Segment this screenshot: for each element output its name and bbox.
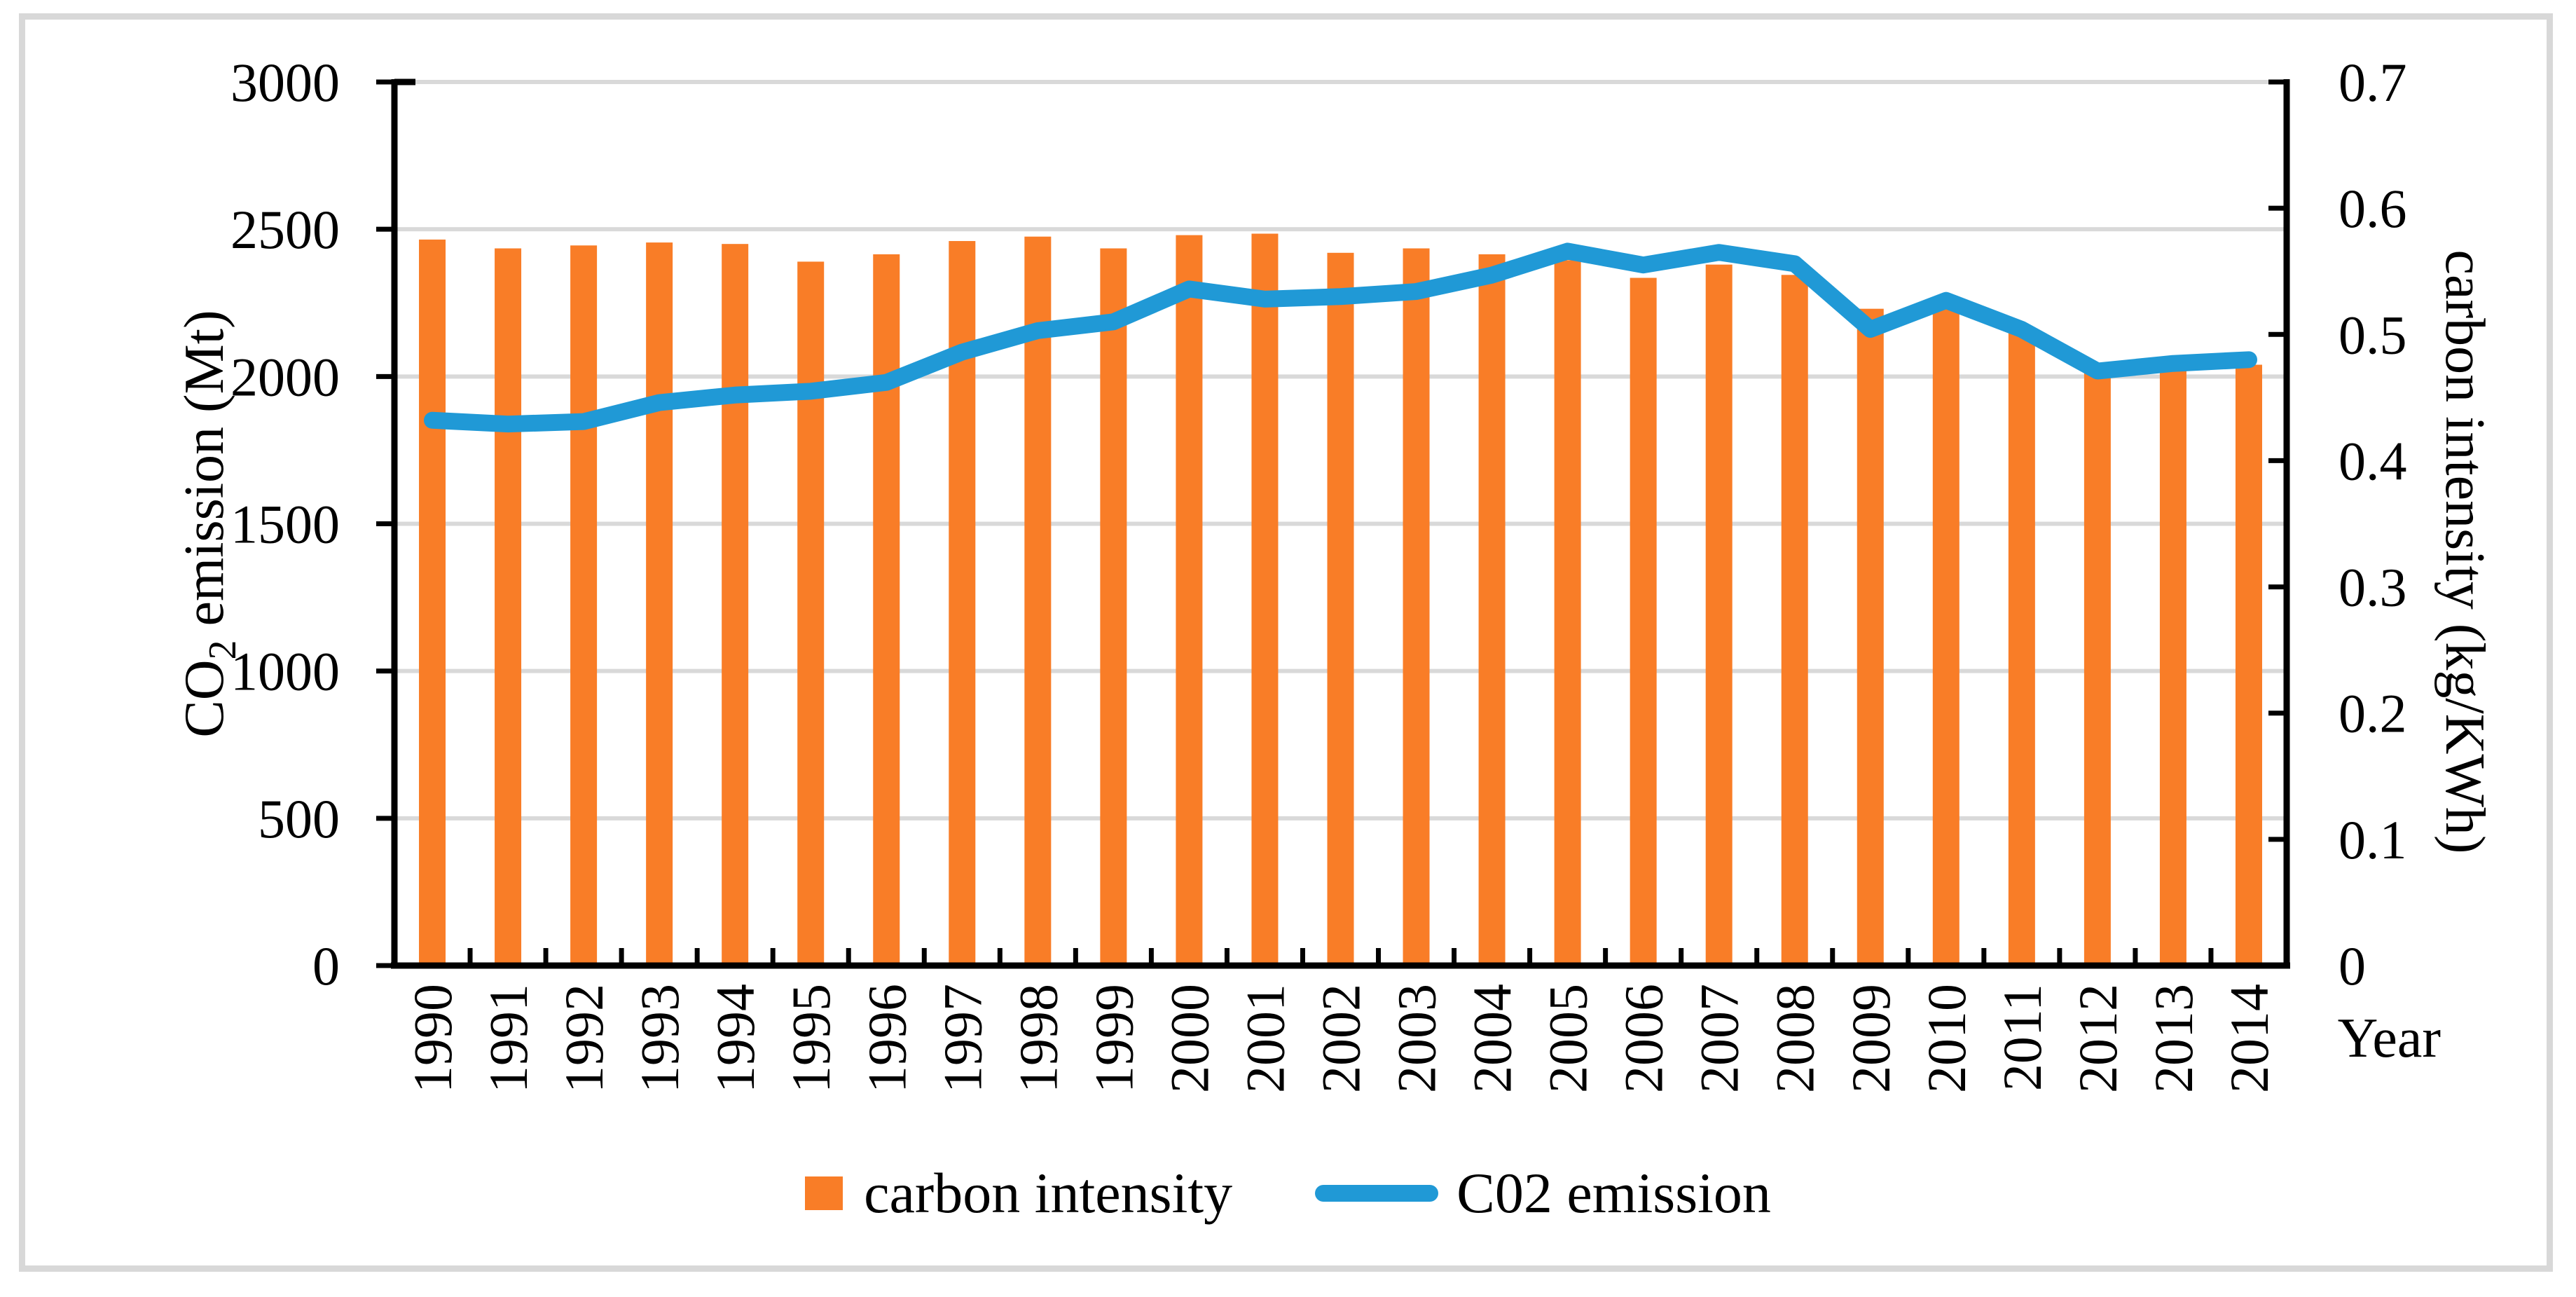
bar-2008 [1781,275,1808,966]
x-tick-label-1995: 1995 [780,984,841,1093]
legend-item-co2-emission: C02 emission [1315,1165,1771,1222]
left-tick-label-1000: 1000 [230,641,340,702]
x-tick-label-1996: 1996 [856,984,917,1093]
left-tick-label-3000: 3000 [230,52,340,113]
co2-emission-line [424,242,2257,433]
right-tick-label-0.3: 0.3 [2339,557,2407,618]
bar-1999 [1100,248,1127,966]
bar-2004 [1478,254,1506,966]
left-tick-label-1500: 1500 [230,494,340,555]
left-tick-label-2000: 2000 [230,346,340,407]
bar-2014 [2235,364,2262,966]
bar-1994 [722,244,749,966]
x-tick-label-2004: 2004 [1462,984,1523,1093]
left-tick-label-0: 0 [312,935,340,996]
bar-2011 [2008,331,2035,966]
right-tick-label-0.1: 0.1 [2339,809,2407,870]
x-tick-label-2012: 2012 [2067,984,2128,1093]
bar-2009 [1857,308,1884,966]
x-tick-label-1992: 1992 [553,984,614,1093]
x-tick-label-2006: 2006 [1613,984,1674,1093]
x-tick-label-2002: 2002 [1311,984,1372,1093]
bar-1993 [646,242,673,966]
right-tick-label-0.7: 0.7 [2339,52,2407,113]
x-tick-label-1993: 1993 [629,984,690,1093]
bar-2003 [1403,248,1430,966]
x-tick-label-2001: 2001 [1234,984,1295,1093]
left-axis-title: CO2 emission (Mt) [174,310,244,737]
left-tick-label-500: 500 [258,788,340,849]
bar-1996 [873,254,900,966]
bar-2001 [1251,233,1279,966]
right-axis-title: carbon intensity (kg/KWh) [2434,250,2495,854]
bar-2010 [1932,304,1959,966]
bar-2000 [1176,235,1203,966]
bar-1991 [495,248,522,966]
legend-label-co2-emission: C02 emission [1456,1161,1771,1225]
x-tick-label-2011: 2011 [1992,984,2053,1091]
right-tick-label-0.2: 0.2 [2339,683,2407,744]
x-tick-label-2007: 2007 [1689,984,1750,1093]
x-tick-label-2014: 2014 [2219,984,2280,1093]
bar-2013 [2159,369,2186,966]
bar-1995 [797,261,825,966]
line-series-swatch [1315,1185,1439,1202]
legend-label-carbon-intensity: carbon intensity [864,1161,1233,1225]
bar-series-swatch [805,1176,843,1210]
legend-item-carbon-intensity: carbon intensity [805,1165,1232,1222]
x-tick-label-1998: 1998 [1007,984,1068,1093]
x-tick-label-1990: 1990 [402,984,463,1093]
right-tick-label-0: 0 [2339,935,2366,996]
x-tick-label-2003: 2003 [1386,984,1447,1093]
bar-1990 [419,239,446,966]
x-tick-label-2009: 2009 [1840,984,1901,1093]
x-tick-label-2008: 2008 [1765,984,1826,1093]
bar-2002 [1327,252,1354,966]
bar-2012 [2083,372,2111,966]
right-tick-label-0.4: 0.4 [2339,430,2407,491]
bar-2006 [1630,277,1657,966]
x-tick-label-2005: 2005 [1538,984,1599,1093]
bar-1992 [570,245,598,966]
x-tick-label-1997: 1997 [932,984,993,1093]
bar-1998 [1024,236,1052,966]
chart-legend: carbon intensity C02 emission [0,1155,2576,1232]
right-tick-label-0.5: 0.5 [2339,304,2407,365]
x-axis-title: Year [2338,1008,2441,1069]
right-tick-label-0.6: 0.6 [2339,178,2407,239]
bar-2005 [1554,260,1581,966]
x-tick-label-1994: 1994 [705,984,766,1093]
x-tick-label-2000: 2000 [1159,984,1220,1093]
bar-2007 [1705,264,1733,966]
x-tick-label-1999: 1999 [1083,984,1144,1093]
x-tick-label-1991: 1991 [478,984,539,1093]
x-tick-label-2010: 2010 [1916,984,1977,1093]
left-tick-label-2500: 2500 [230,199,340,260]
x-tick-label-2013: 2013 [2143,984,2204,1093]
